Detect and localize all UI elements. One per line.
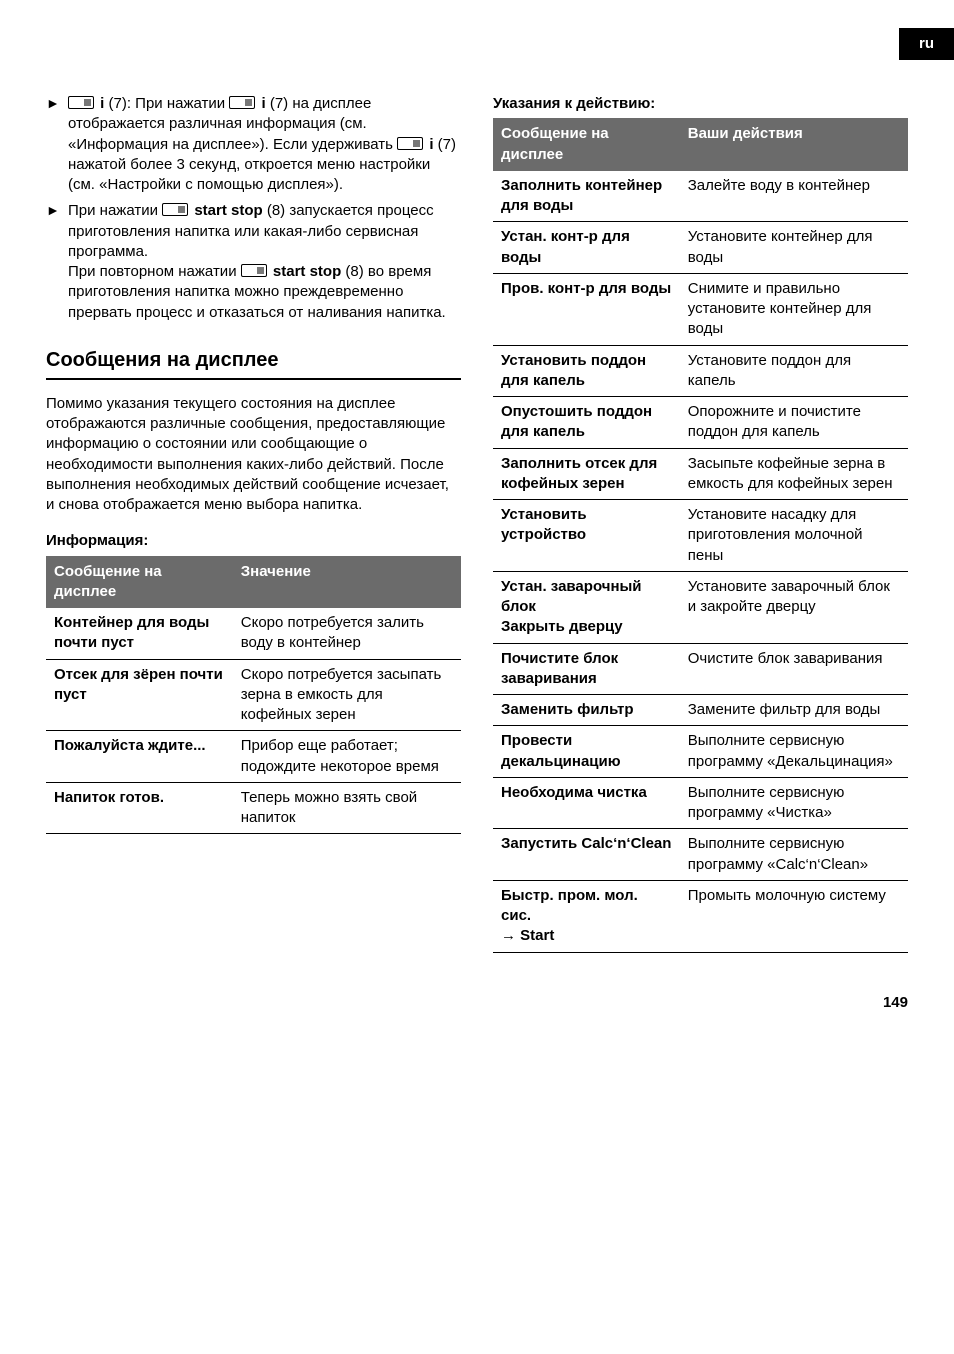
table-row: Почистите блок завариванияОчистите блок … [493,643,908,695]
action-cell: Установите заварочный блок и закройте дв… [680,571,908,643]
section-paragraph: Помимо указания текущего состояния на ди… [46,394,461,516]
action-cell: Замените фильтр для воды [680,695,908,726]
meaning-cell: Скоро потребуется залить воду в контейне… [233,608,461,659]
table-row: Напиток готов.Теперь можно взять свой на… [46,782,461,834]
action-cell: Засыпьте кофейные зерна в емкость для ко… [680,448,908,500]
message-cell: Установить поддон для капель [493,345,680,397]
table-row: Необходима чисткаВыполните сервисную про… [493,777,908,829]
table-header: Ваши действия [680,118,908,171]
bullet-list: ► i (7): При нажатии i (7) на дисплее от… [46,94,461,323]
message-cell: Отсек для зёрен почти пуст [46,659,233,731]
table-header: Значение [233,556,461,609]
table-row: Заменить фильтрЗамените фильтр для воды [493,695,908,726]
info-subheading: Информация: [46,531,461,551]
table-header: Сообщение на дисплее [493,118,680,171]
meaning-cell: Прибор еще работает; подождите некоторое… [233,731,461,783]
table-row: Контейнер для воды почти пустСкоро потре… [46,608,461,659]
table-row: Установить поддон для капельУстановите п… [493,345,908,397]
table-row: Запустить Calc‘n‘CleanВыполните сервисну… [493,829,908,881]
action-cell: Установите контейнер для воды [680,222,908,274]
action-cell: Выполните сервисную программу «Декальцин… [680,726,908,778]
table-row: Устан. заварочный блокЗакрыть дверцуУста… [493,571,908,643]
action-cell: Выполните сервисную программу «Calc‘n‘Cl… [680,829,908,881]
info-table: Сообщение на дисплее Значение Контейнер … [46,556,461,835]
message-cell: Пров. конт-р для воды [493,273,680,345]
table-row: Заполнить отсек для кофейных зеренЗасыпь… [493,448,908,500]
table-row: Быстр. пром. мол. сис.→ StartПромыть мол… [493,880,908,952]
action-cell: Снимите и правильно установите контейнер… [680,273,908,345]
section-heading: Сообщения на дисплее [46,347,461,380]
table-row: Пров. конт-р для водыСнимите и правильно… [493,273,908,345]
table-row: Заполнить контейнер для водыЗалейте воду… [493,171,908,222]
right-column: Указания к действию: Сообщение на диспле… [493,94,908,953]
triangle-icon: ► [46,201,68,323]
action-cell: Выполните сервисную программу «Чистка» [680,777,908,829]
action-cell: Промыть молочную систему [680,880,908,952]
bullet-item: ► i (7): При нажатии i (7) на дисплее от… [46,94,461,195]
action-cell: Установите поддон для капель [680,345,908,397]
language-tab: ru [899,28,954,60]
action-cell: Опорожните и почистите поддон для капель [680,397,908,449]
message-cell: Пожалуйста ждите... [46,731,233,783]
message-cell: Устан. конт-р для воды [493,222,680,274]
two-column-layout: ► i (7): При нажатии i (7) на дисплее от… [46,94,908,953]
message-cell: Установить устройство [493,500,680,572]
action-cell: Залейте воду в контейнер [680,171,908,222]
page-number: 149 [46,993,908,1013]
bullet-text: При нажатии start stop (8) запускается п… [68,201,461,323]
message-cell: Напиток готов. [46,782,233,834]
button-icon [241,264,267,277]
bullet-text: i (7): При нажатии i (7) на дисплее отоб… [68,94,461,195]
message-cell: Заполнить отсек для кофейных зерен [493,448,680,500]
message-cell: Опустошить поддон для капель [493,397,680,449]
table-header: Сообщение на дисплее [46,556,233,609]
message-cell: Заменить фильтр [493,695,680,726]
table-row: Опустошить поддон для капельОпорожните и… [493,397,908,449]
message-cell: Устан. заварочный блокЗакрыть дверцу [493,571,680,643]
meaning-cell: Теперь можно взять свой напиток [233,782,461,834]
action-cell: Установите насадку для приготовления мол… [680,500,908,572]
message-cell: Запустить Calc‘n‘Clean [493,829,680,881]
meaning-cell: Скоро потребуется засыпать зерна в емкос… [233,659,461,731]
actions-table: Сообщение на дисплее Ваши действия Запол… [493,118,908,952]
message-cell: Контейнер для воды почти пуст [46,608,233,659]
button-icon [397,137,423,150]
bullet-item: ► При нажатии start stop (8) запускается… [46,201,461,323]
triangle-icon: ► [46,94,68,195]
button-icon [68,96,94,109]
button-icon [162,203,188,216]
action-cell: Очистите блок заваривания [680,643,908,695]
button-icon [229,96,255,109]
table-row: Провести декальцинациюВыполните сервисну… [493,726,908,778]
actions-subheading: Указания к действию: [493,94,908,114]
table-row: Устан. конт-р для водыУстановите контейн… [493,222,908,274]
message-cell: Необходима чистка [493,777,680,829]
left-column: ► i (7): При нажатии i (7) на дисплее от… [46,94,461,953]
message-cell: Быстр. пром. мол. сис.→ Start [493,880,680,952]
table-row: Отсек для зёрен почти пустСкоро потребуе… [46,659,461,731]
table-row: Установить устройствоУстановите насадку … [493,500,908,572]
table-row: Пожалуйста ждите...Прибор еще работает; … [46,731,461,783]
message-cell: Провести декальцинацию [493,726,680,778]
message-cell: Заполнить контейнер для воды [493,171,680,222]
message-cell: Почистите блок заваривания [493,643,680,695]
